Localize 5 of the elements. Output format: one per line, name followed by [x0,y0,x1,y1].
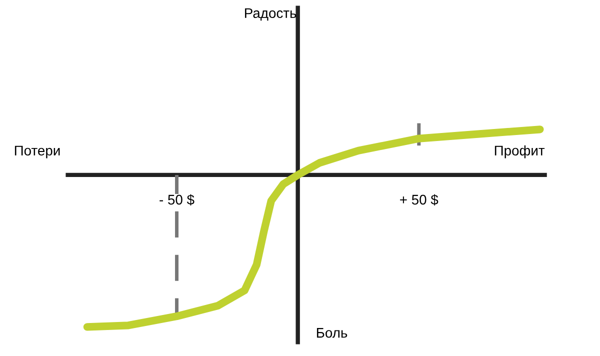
text: Потери [14,146,60,158]
x-axis-title: Профит [494,145,545,158]
x-tick-label: + 50 $ [400,194,438,206]
x-tick-label: - 50 $ [160,194,194,206]
text: Боль [316,328,348,338]
